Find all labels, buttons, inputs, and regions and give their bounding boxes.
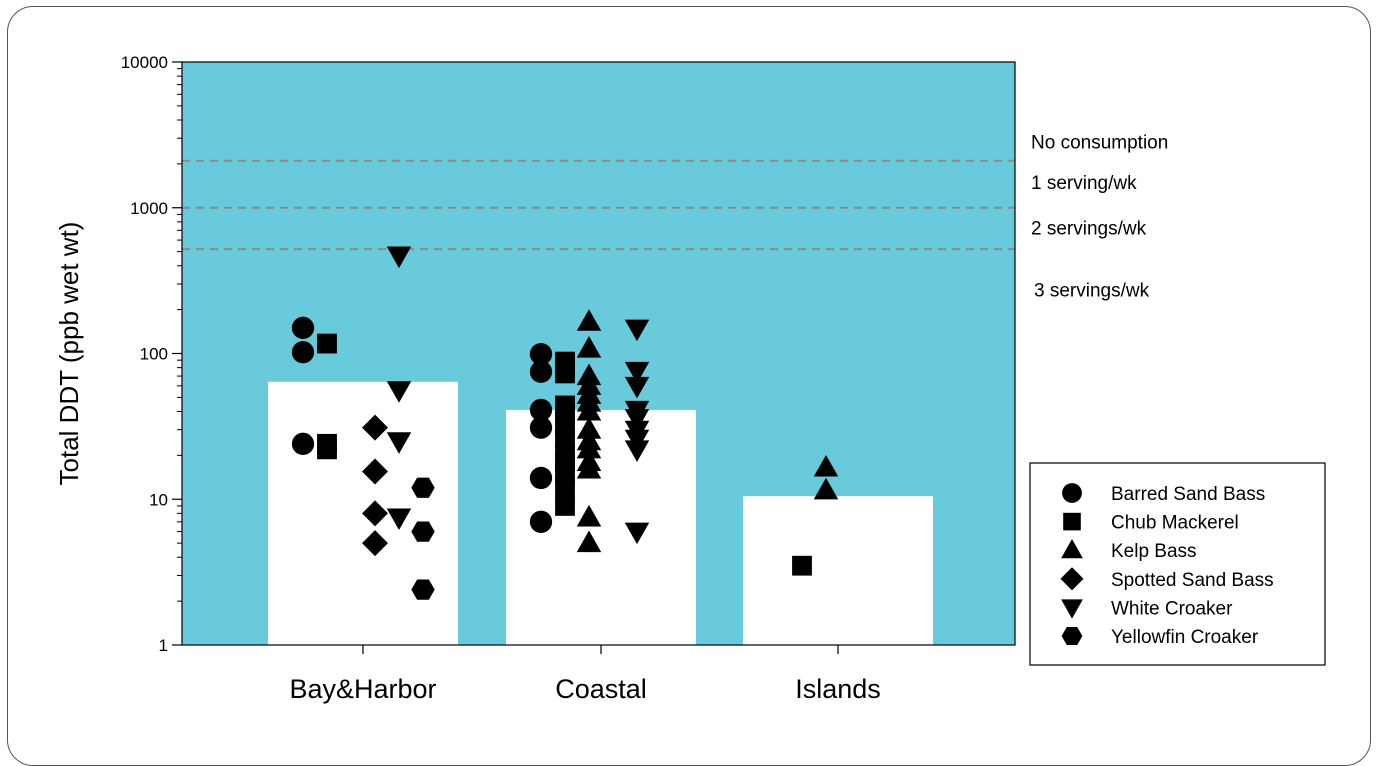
legend-marker bbox=[1061, 539, 1083, 559]
point-white-croaker bbox=[624, 376, 650, 399]
legend-label: Yellowfin Croaker bbox=[1111, 627, 1259, 648]
legend-label: White Croaker bbox=[1111, 598, 1233, 619]
point-barred-sand-bass bbox=[291, 316, 315, 339]
point-yellowfin-croaker bbox=[411, 477, 435, 498]
point-white-croaker bbox=[624, 522, 650, 545]
point-white-croaker bbox=[624, 319, 650, 342]
point-barred-sand-bass bbox=[291, 341, 315, 364]
point-barred-sand-bass bbox=[529, 360, 553, 383]
point-kelp-bass bbox=[813, 454, 839, 477]
legend-label: Barred Sand Bass bbox=[1111, 484, 1265, 505]
point-chub-mackerel bbox=[317, 333, 337, 354]
point-spotted-sand-bass bbox=[362, 414, 388, 441]
point-yellowfin-croaker bbox=[411, 521, 435, 542]
advisory-label: 1 serving/wk bbox=[1031, 173, 1137, 194]
x-tick-label: Coastal bbox=[555, 674, 647, 704]
point-white-croaker bbox=[386, 508, 412, 531]
y-tick-label: 1 bbox=[159, 636, 168, 655]
point-kelp-bass bbox=[813, 477, 839, 500]
bar-islands bbox=[743, 496, 933, 645]
legend-marker bbox=[1060, 567, 1084, 591]
legend-marker bbox=[1061, 626, 1083, 646]
y-tick-label: 10 bbox=[149, 490, 168, 509]
point-kelp-bass bbox=[576, 456, 602, 479]
point-chub-mackerel bbox=[555, 363, 575, 384]
point-barred-sand-bass bbox=[291, 432, 315, 455]
point-kelp-bass bbox=[576, 336, 602, 358]
y-axis: 1 10 100 1000 10000 bbox=[121, 53, 182, 655]
point-kelp-bass bbox=[576, 436, 602, 459]
point-barred-sand-bass bbox=[529, 466, 553, 490]
advisory-label: No consumption bbox=[1031, 133, 1168, 154]
x-tick-label: Bay&Harbor bbox=[289, 674, 436, 704]
point-white-croaker bbox=[386, 381, 412, 403]
point-kelp-bass bbox=[576, 398, 602, 421]
legend-marker bbox=[1061, 599, 1083, 619]
x-tick-label: Islands bbox=[795, 674, 881, 704]
point-barred-sand-bass bbox=[529, 416, 553, 439]
point-spotted-sand-bass bbox=[362, 458, 388, 485]
legend-label: Chub Mackerel bbox=[1111, 513, 1239, 534]
point-white-croaker bbox=[386, 432, 412, 454]
point-kelp-bass bbox=[576, 309, 602, 331]
bars bbox=[268, 381, 933, 645]
point-kelp-bass bbox=[576, 530, 602, 553]
point-barred-sand-bass bbox=[529, 342, 553, 366]
y-axis-label: Total DDT (ppb wet wt) bbox=[54, 222, 84, 486]
point-chub-mackerel bbox=[555, 496, 575, 516]
advisory-label: 3 servings/wk bbox=[1034, 281, 1150, 302]
point-chub-mackerel bbox=[792, 555, 812, 576]
y-tick-label: 10000 bbox=[121, 53, 168, 72]
point-spotted-sand-bass bbox=[362, 500, 388, 527]
point-barred-sand-bass bbox=[529, 510, 553, 533]
legend-label: Kelp Bass bbox=[1111, 541, 1197, 562]
y-tick-label: 1000 bbox=[130, 199, 168, 218]
legend-marker bbox=[1062, 483, 1082, 503]
legend: Barred Sand Bass Chub Mackerel Kelp Bass Sp… bbox=[1029, 462, 1326, 666]
point-white-croaker bbox=[624, 440, 650, 462]
legend-label: Spotted Sand Bass bbox=[1111, 570, 1274, 591]
legend-marker bbox=[1063, 512, 1081, 531]
point-kelp-bass bbox=[576, 417, 602, 439]
x-axis: Bay&Harbor Coastal Islands bbox=[289, 645, 881, 704]
point-white-croaker bbox=[624, 409, 650, 431]
data-points bbox=[291, 246, 839, 600]
point-kelp-bass bbox=[576, 504, 602, 527]
advisory-labels: No consumption 1 serving/wk 2 servings/wk 3… bbox=[1031, 133, 1168, 302]
point-yellowfin-croaker bbox=[411, 579, 435, 600]
point-chub-mackerel bbox=[317, 439, 337, 460]
point-chub-mackerel bbox=[555, 477, 575, 498]
advisory-label: 2 servings/wk bbox=[1031, 219, 1147, 240]
point-barred-sand-bass bbox=[529, 398, 553, 422]
point-white-croaker bbox=[624, 361, 650, 384]
ddt-chart: 1 10 100 1000 10000 Bay&Harbor Coastal Islands… bbox=[54, 53, 1326, 704]
point-spotted-sand-bass bbox=[362, 530, 388, 557]
point-white-croaker bbox=[386, 246, 412, 269]
y-tick-label: 100 bbox=[140, 345, 168, 364]
